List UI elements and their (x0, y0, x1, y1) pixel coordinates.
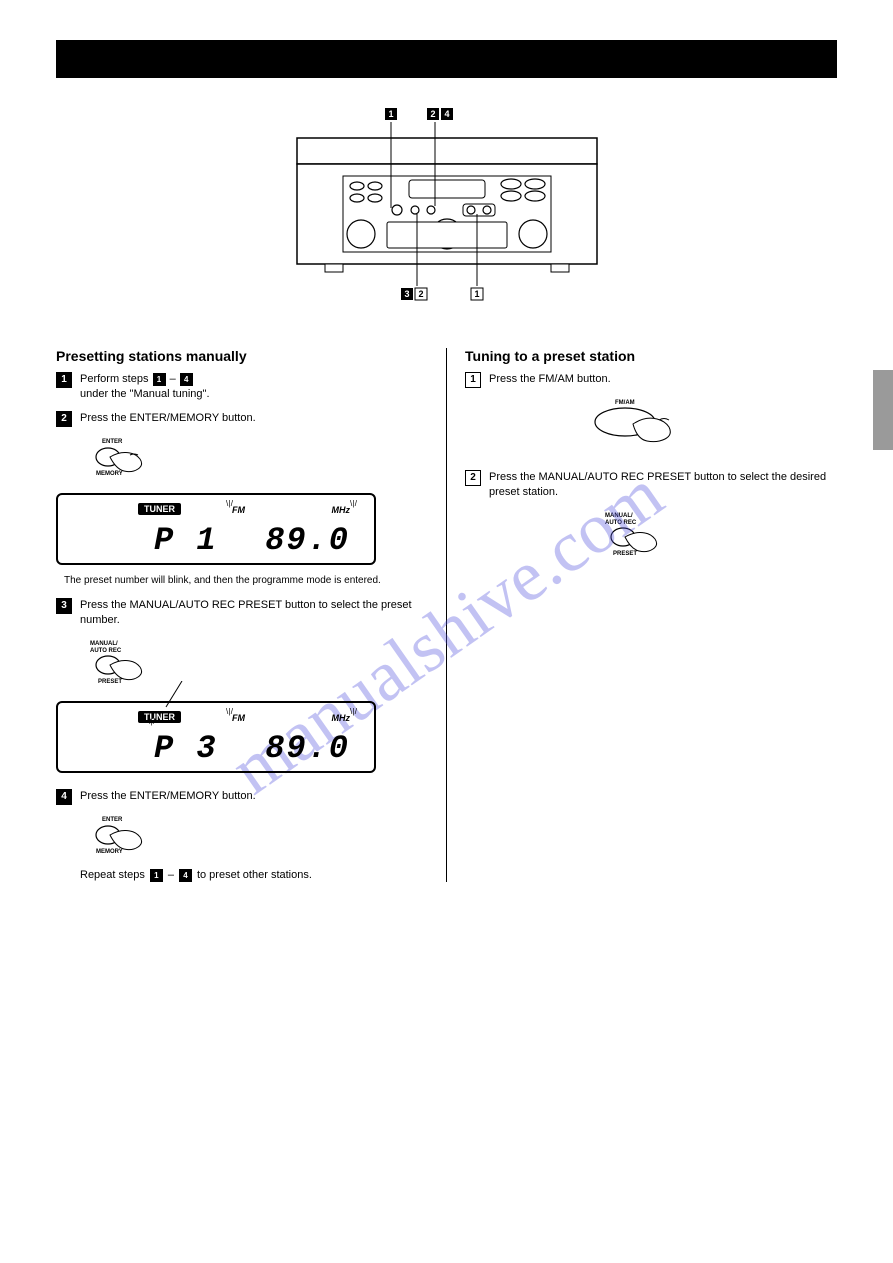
lcd-display-2: TUNER \ | / FM \ | / MHz \ | / P 3 89.0 (56, 701, 376, 773)
preset-button-illus-1: MANUAL/ AUTO REC PRESET (80, 637, 170, 693)
right-title: Tuning to a preset station (465, 348, 837, 364)
ref-box-1: 1 (153, 373, 166, 386)
repeat-box-b: 4 (179, 869, 192, 882)
svg-text:AUTO REC: AUTO REC (90, 648, 122, 654)
step-1-icon: 1 (56, 372, 72, 388)
lcd1-preset: P 1 (154, 522, 218, 559)
step-1-text: Perform steps 1 – 4 under the "Manual tu… (80, 372, 210, 403)
lcd2-fm: FM (232, 713, 245, 723)
diagram-callout-top-1: 1 (388, 109, 393, 119)
side-tab (873, 370, 893, 450)
svg-text:PRESET: PRESET (613, 551, 637, 557)
step-3-text: Press the MANUAL/AUTO REC PRESET button … (80, 598, 428, 629)
svg-text:ENTER: ENTER (102, 439, 123, 445)
svg-text:MEMORY: MEMORY (96, 849, 123, 855)
svg-text:4: 4 (444, 109, 449, 119)
svg-text:2: 2 (430, 109, 435, 119)
lcd1-freq: 89.0 (265, 522, 350, 559)
lcd2-mhz: MHz (332, 713, 351, 723)
lcd1-badge: TUNER (138, 503, 181, 515)
svg-text:PRESET: PRESET (98, 679, 122, 685)
lcd1-mhz: MHz (332, 505, 351, 515)
svg-text:MANUAL/: MANUAL/ (605, 513, 633, 519)
step-3-icon: 3 (56, 598, 72, 614)
r-step-1-text: Press the FM/AM button. (489, 372, 611, 387)
lcd-display-1: TUNER \ | / FM \ | / MHz P 1 89.0 (56, 493, 376, 565)
svg-text:2: 2 (418, 289, 423, 299)
svg-text:ENTER: ENTER (102, 817, 123, 823)
enter-memory-button-illus-1: ENTER MEMORY (80, 435, 170, 485)
lcd2-badge: TUNER (138, 711, 181, 723)
r-step-1-icon: 1 (465, 372, 481, 388)
svg-text:FM/AM: FM/AM (615, 400, 635, 406)
repeat-box-a: 1 (150, 869, 163, 882)
step-4-icon: 4 (56, 789, 72, 805)
preset-button-illus-2: MANUAL/ AUTO REC PRESET (595, 509, 685, 565)
step-2-text: Press the ENTER/MEMORY button. (80, 411, 256, 426)
svg-text:AUTO REC: AUTO REC (605, 520, 637, 526)
r-step-2-icon: 2 (465, 470, 481, 486)
repeat-line: Repeat steps 1 – 4 to preset other stati… (80, 869, 428, 882)
r-step-2-text: Press the MANUAL/AUTO REC PRESET button … (489, 470, 837, 501)
lcd2-preset: P 3 (154, 730, 218, 767)
lcd1-note: The preset number will blink, and then t… (64, 575, 428, 586)
ref-box-4: 4 (180, 373, 193, 386)
repeat-prefix: Repeat steps (80, 869, 145, 881)
step-4-text: Press the ENTER/MEMORY button. (80, 789, 256, 804)
repeat-suffix: to preset other stations. (197, 869, 312, 881)
lcd1-fm: FM (232, 505, 245, 515)
header-black-bar (56, 40, 837, 78)
enter-memory-button-illus-2: ENTER MEMORY (80, 813, 170, 863)
right-column: Tuning to a preset station 1 Press the F… (446, 348, 837, 882)
step1-suffix: under the "Manual tuning". (80, 388, 210, 400)
svg-text:1: 1 (474, 289, 479, 299)
step1-prefix: Perform steps (80, 373, 152, 385)
left-title: Presetting stations manually (56, 348, 428, 364)
fm-am-button-illus: FM/AM (585, 396, 695, 456)
svg-text:MANUAL/: MANUAL/ (90, 641, 118, 647)
lcd2-freq: 89.0 (265, 730, 350, 767)
step-2-icon: 2 (56, 411, 72, 427)
device-diagram: 1 2 4 (287, 108, 607, 318)
left-column: Presetting stations manually 1 Perform s… (56, 348, 446, 882)
svg-text:3: 3 (404, 289, 409, 299)
svg-text:MEMORY: MEMORY (96, 471, 123, 477)
